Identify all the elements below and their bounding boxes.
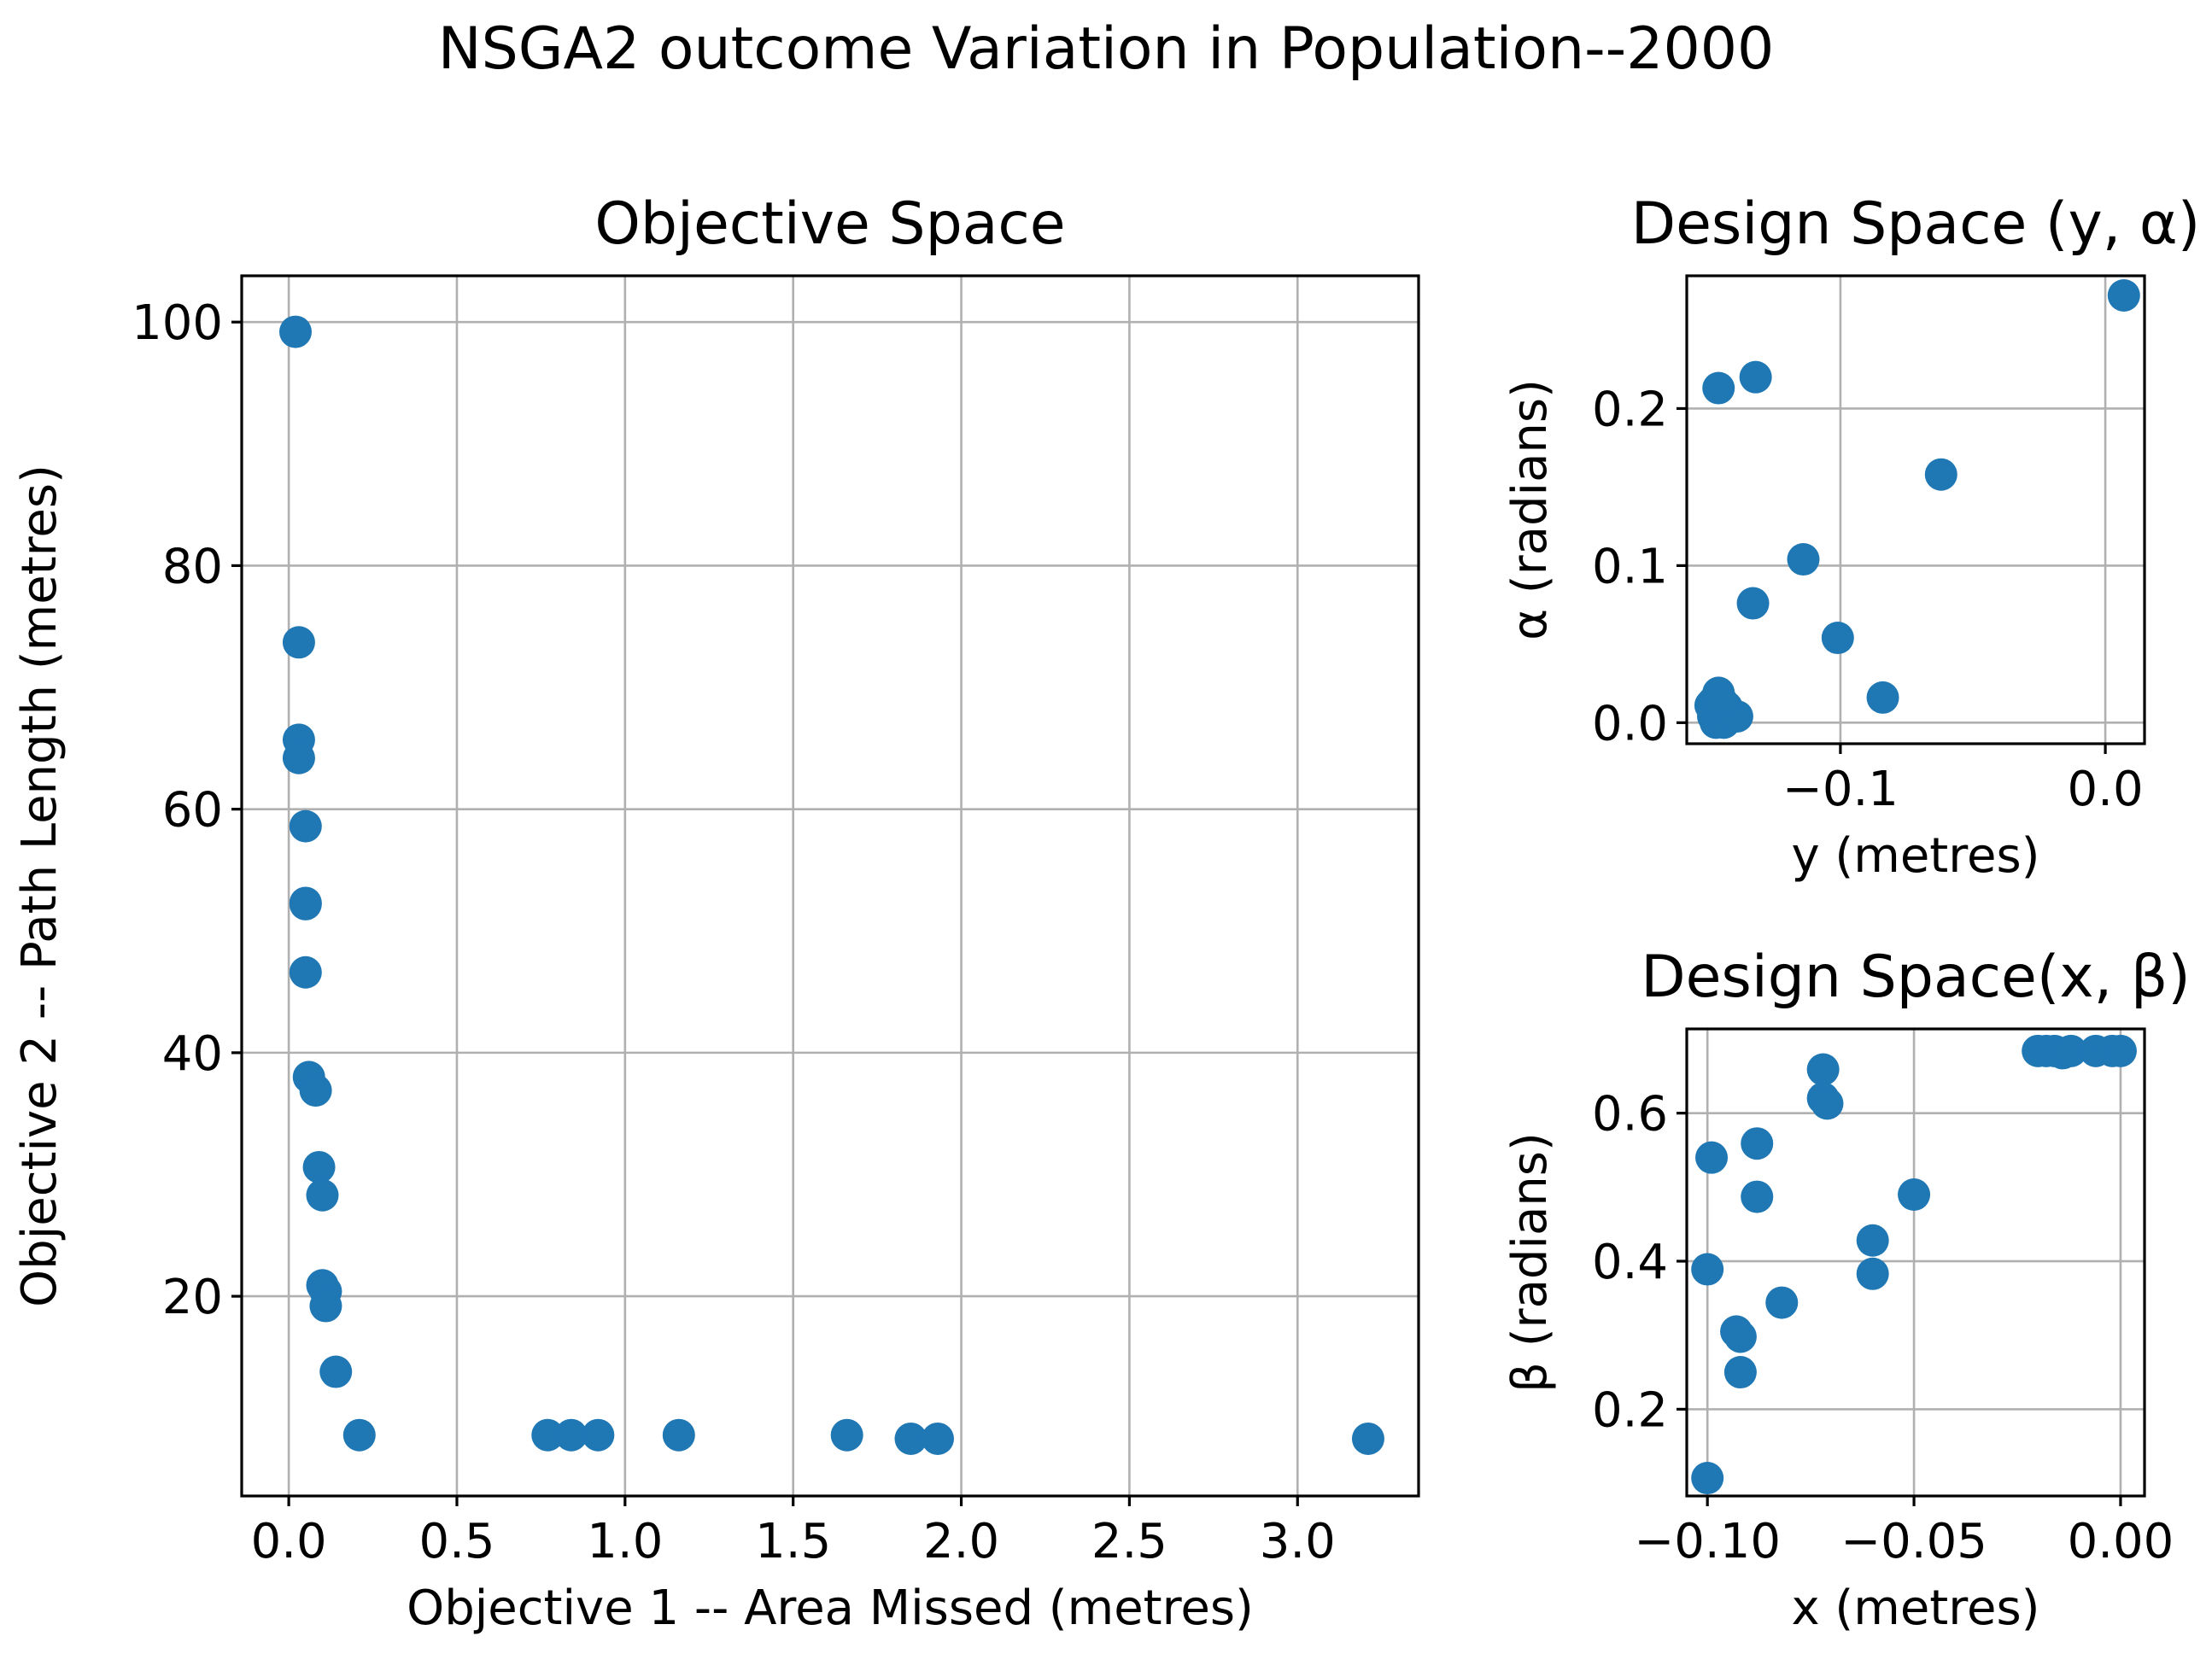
scatter-point [894,1422,928,1455]
scatter-point [1736,587,1770,620]
scatter-point [1856,1257,1889,1290]
y-tick-label: 100 [132,295,223,351]
scatter-point [302,1150,336,1183]
x-tick-label: 2.0 [923,1514,999,1569]
scatter-point [830,1418,863,1452]
axes-title: Design Space(x, β) [1641,944,2191,1011]
y-axis-label: β (radians) [1502,1132,1558,1393]
scatter-point [1806,1053,1840,1086]
axes-frame [240,274,1420,1498]
x-tick-label: 2.5 [1091,1514,1167,1569]
y-tick-label: 0.2 [1592,382,1668,437]
x-tick-label: −0.1 [1782,762,1899,817]
scatter-point [1898,1178,1931,1212]
x-tick-label: 1.0 [587,1514,663,1569]
axes-title: Objective Space [594,190,1065,258]
y-tick-label: 0.2 [1592,1382,1668,1438]
design-space-x-beta-panel: −0.10 −0.05 0.00 0.2 0.4 0.6 Design Space(x, β… [1502,944,2191,1636]
axes-frame [1685,1027,2146,1498]
x-tick-label: −0.10 [1634,1514,1781,1569]
scatter-point [282,626,315,659]
y-tick-label: 0.0 [1592,696,1668,751]
scatter-series [1694,278,2140,739]
y-axis-label: Objective 2 -- Path Length (metres) [12,465,67,1307]
y-tick-label: 0.6 [1592,1087,1668,1142]
scatter-point [1723,1356,1757,1389]
x-tick-label: 0.0 [2068,762,2144,817]
x-tick-label: 1.5 [755,1514,831,1569]
x-tick-label: −0.05 [1840,1514,1987,1569]
scatter-point [1741,1127,1774,1160]
scatter-point [1691,1462,1724,1495]
scatter-point [921,1422,954,1455]
scatter-point [278,315,312,348]
scatter-point [1866,681,1899,714]
scatter-point [289,887,322,920]
scatter-point [289,809,322,843]
scatter-point [531,1418,565,1452]
scatter-point [309,1289,342,1323]
scatter-point [1741,1180,1774,1213]
x-tick-label: 3.0 [1260,1514,1336,1569]
scatter-point [1811,1087,1844,1120]
scatter-point [2054,1034,2087,1067]
x-tick-label: 0.00 [2068,1514,2174,1569]
x-axis-label: y (metres) [1791,828,2039,884]
x-tick-label: 0.0 [251,1514,327,1569]
y-tick-label: 40 [162,1026,223,1082]
scatter-point [1705,684,1738,717]
y-tick-label: 60 [162,783,223,838]
scatter-point [2107,278,2140,312]
y-tick-label: 20 [162,1270,223,1325]
objective-space-panel: 0.0 0.5 1.0 1.5 2.0 2.5 3.0 20 40 60 80 100 Objectiv… [12,190,1420,1636]
y-axis-label: α (radians) [1502,379,1558,640]
scatter-point [2104,1034,2137,1067]
y-tick-label: 0.4 [1592,1235,1668,1290]
axes-title: Design Space (y, α) [1631,190,2201,258]
y-tick-label: 0.1 [1592,539,1668,594]
scatter-point [306,1178,339,1212]
scatter-point [582,1418,615,1452]
scatter-point [1739,360,1772,394]
axes-frame [1685,274,2146,745]
design-space-y-alpha-panel: −0.1 0.0 0.0 0.1 0.2 Design Space (y, α) y (me… [1502,190,2200,884]
scatter-point [1787,543,1820,576]
scatter-point [1691,1253,1724,1286]
scatter-point [1702,371,1735,405]
scatter-point [1765,1286,1799,1319]
scatter-series [278,315,1384,1455]
scatter-point [1924,458,1957,491]
scatter-point [299,1074,332,1107]
scatter-point [289,955,322,989]
x-axis-label: Objective 1 -- Area Missed (metres) [407,1581,1254,1636]
scatter-point [1695,1141,1729,1174]
scatter-point [1856,1224,1889,1257]
scatter-point [662,1418,695,1452]
scatter-point [554,1418,588,1452]
scatter-point [1351,1422,1384,1455]
x-tick-label: 0.5 [418,1514,494,1569]
scatter-point [319,1355,353,1388]
scatter-point [1821,622,1854,655]
scatter-point [282,741,315,774]
scatter-point [342,1418,376,1452]
figure-suptitle: NSGA2 outcome Variation in Population--2… [438,15,1774,83]
x-axis-label: x (metres) [1791,1581,2039,1636]
scatter-point [1723,1320,1757,1353]
scatter-series [1691,1034,2137,1495]
y-tick-label: 80 [162,539,223,594]
